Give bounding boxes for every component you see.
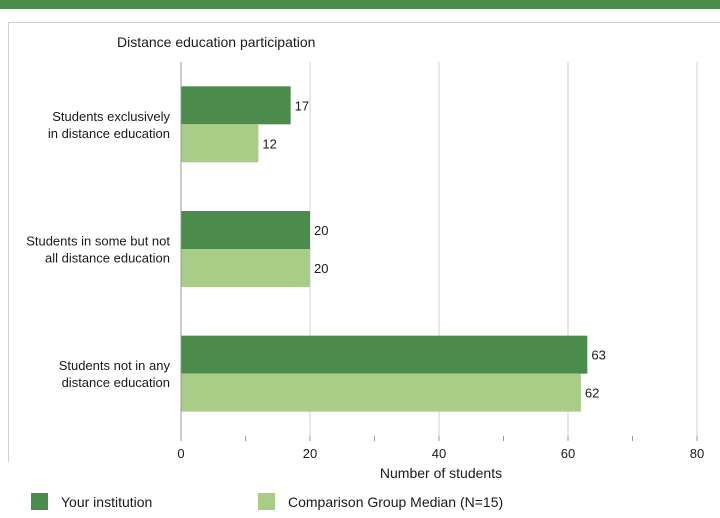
bar	[181, 211, 310, 249]
header-band	[0, 0, 720, 9]
category-label: in distance education	[48, 126, 170, 141]
x-axis-label: Number of students	[380, 465, 502, 481]
x-tick-label: 20	[303, 446, 317, 461]
x-axis: 0 20 40 60 80	[177, 62, 704, 461]
legend-label-your-institution: Your institution	[61, 493, 153, 510]
bar-value-label: 20	[314, 261, 328, 276]
bar-value-label: 17	[295, 98, 309, 113]
chart-panel	[8, 22, 720, 462]
category-label: Students exclusively	[52, 109, 170, 124]
legend-item-comparison-group: Comparison Group Median (N=15)	[258, 493, 503, 510]
bar-value-label: 63	[591, 348, 605, 363]
legend-swatch-your-institution	[31, 493, 48, 510]
bar	[181, 249, 310, 287]
x-tick-label: 0	[177, 446, 184, 461]
category-labels: Students exclusively in distance educatio…	[26, 109, 170, 390]
category-label: distance education	[62, 375, 170, 390]
bar	[181, 373, 581, 412]
bar-value-label: 62	[585, 386, 599, 401]
bars: 17 12 20 20 63 62	[181, 86, 606, 412]
bar	[181, 124, 259, 163]
category-label: all distance education	[45, 251, 170, 266]
legend-item-your-institution: Your institution	[31, 493, 152, 510]
category-label: Students in some but not	[26, 234, 170, 249]
bar	[181, 86, 291, 125]
bar-chart: Distance education participation 17 12 20 2…	[26, 34, 704, 481]
bar-value-label: 12	[262, 136, 276, 151]
legend-label-comparison-group: Comparison Group Median (N=15)	[288, 493, 504, 510]
bar-value-label: 20	[314, 223, 328, 238]
legend-swatch-comparison-group	[258, 493, 275, 510]
x-tick-label: 60	[561, 446, 575, 461]
legend: Your institution Comparison Group Median…	[0, 493, 720, 518]
x-tick-label: 40	[432, 446, 446, 461]
chart-title: Distance education participation	[117, 34, 315, 50]
category-label: Students not in any	[59, 358, 171, 373]
x-tick-label: 80	[690, 446, 704, 461]
bar	[181, 335, 588, 374]
